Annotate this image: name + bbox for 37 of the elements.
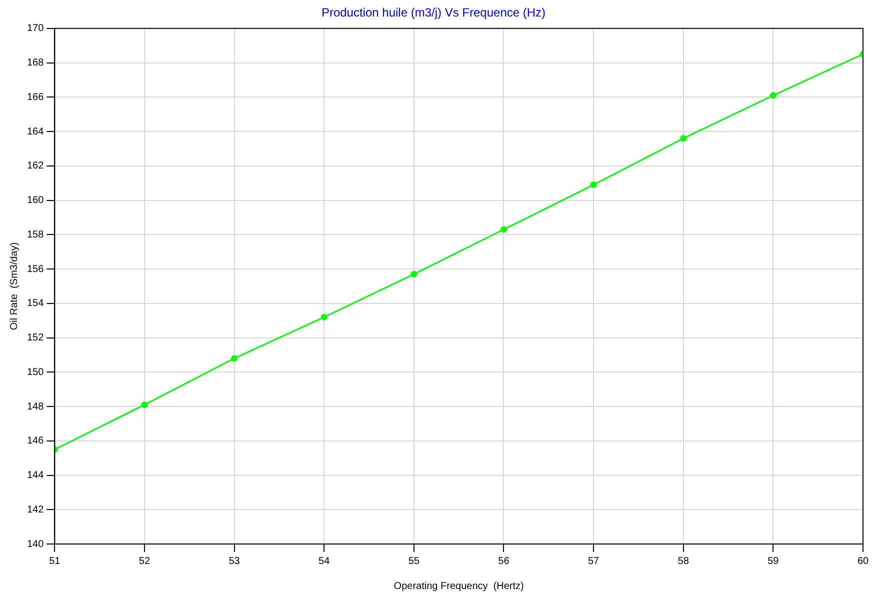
y-tick-label: 146 — [26, 436, 44, 447]
y-axis-title: Oil Rate (Sm3/day) — [8, 242, 20, 330]
x-tick-label: 53 — [228, 556, 240, 567]
point — [500, 226, 507, 233]
x-tick-label: 52 — [138, 556, 150, 567]
x-tick-label: 55 — [408, 556, 420, 567]
y-tick-label: 160 — [26, 195, 44, 206]
y-tick-label: 170 — [26, 23, 44, 34]
point — [590, 182, 597, 188]
x-axis-title: Operating Frequency (Hertz) — [394, 580, 524, 592]
chart-title: Production huile (m3/j) Vs Frequence (Hz) — [321, 6, 546, 20]
x-tick-label: 60 — [857, 556, 869, 567]
y-tick-label: 156 — [26, 264, 44, 275]
point — [231, 355, 238, 362]
point — [680, 135, 687, 142]
x-tick-label: 54 — [318, 556, 330, 567]
y-tick-label: 164 — [26, 126, 44, 138]
x-tick-label: 58 — [678, 556, 690, 567]
point — [410, 270, 418, 278]
x-tick-label: 56 — [498, 556, 510, 567]
x-tick-label: 59 — [768, 556, 780, 567]
y-tick-label: 148 — [26, 401, 44, 412]
point — [320, 314, 328, 320]
y-tick-label: 168 — [26, 58, 44, 69]
y-tick-label: 140 — [26, 538, 44, 550]
y-tick-label: 150 — [26, 366, 44, 378]
point — [141, 402, 148, 408]
y-tick-label: 144 — [26, 470, 44, 482]
y-tick-label: 162 — [26, 160, 44, 172]
x-tick-label: 51 — [49, 556, 61, 567]
y-tick-label: 154 — [26, 298, 44, 310]
x-tick-label: 57 — [588, 556, 600, 567]
y-tick-label: 158 — [26, 229, 44, 240]
point — [770, 92, 776, 99]
y-tick-label: 152 — [26, 332, 44, 344]
y-tick-label: 166 — [26, 92, 44, 103]
y-tick-label: 142 — [26, 504, 44, 516]
